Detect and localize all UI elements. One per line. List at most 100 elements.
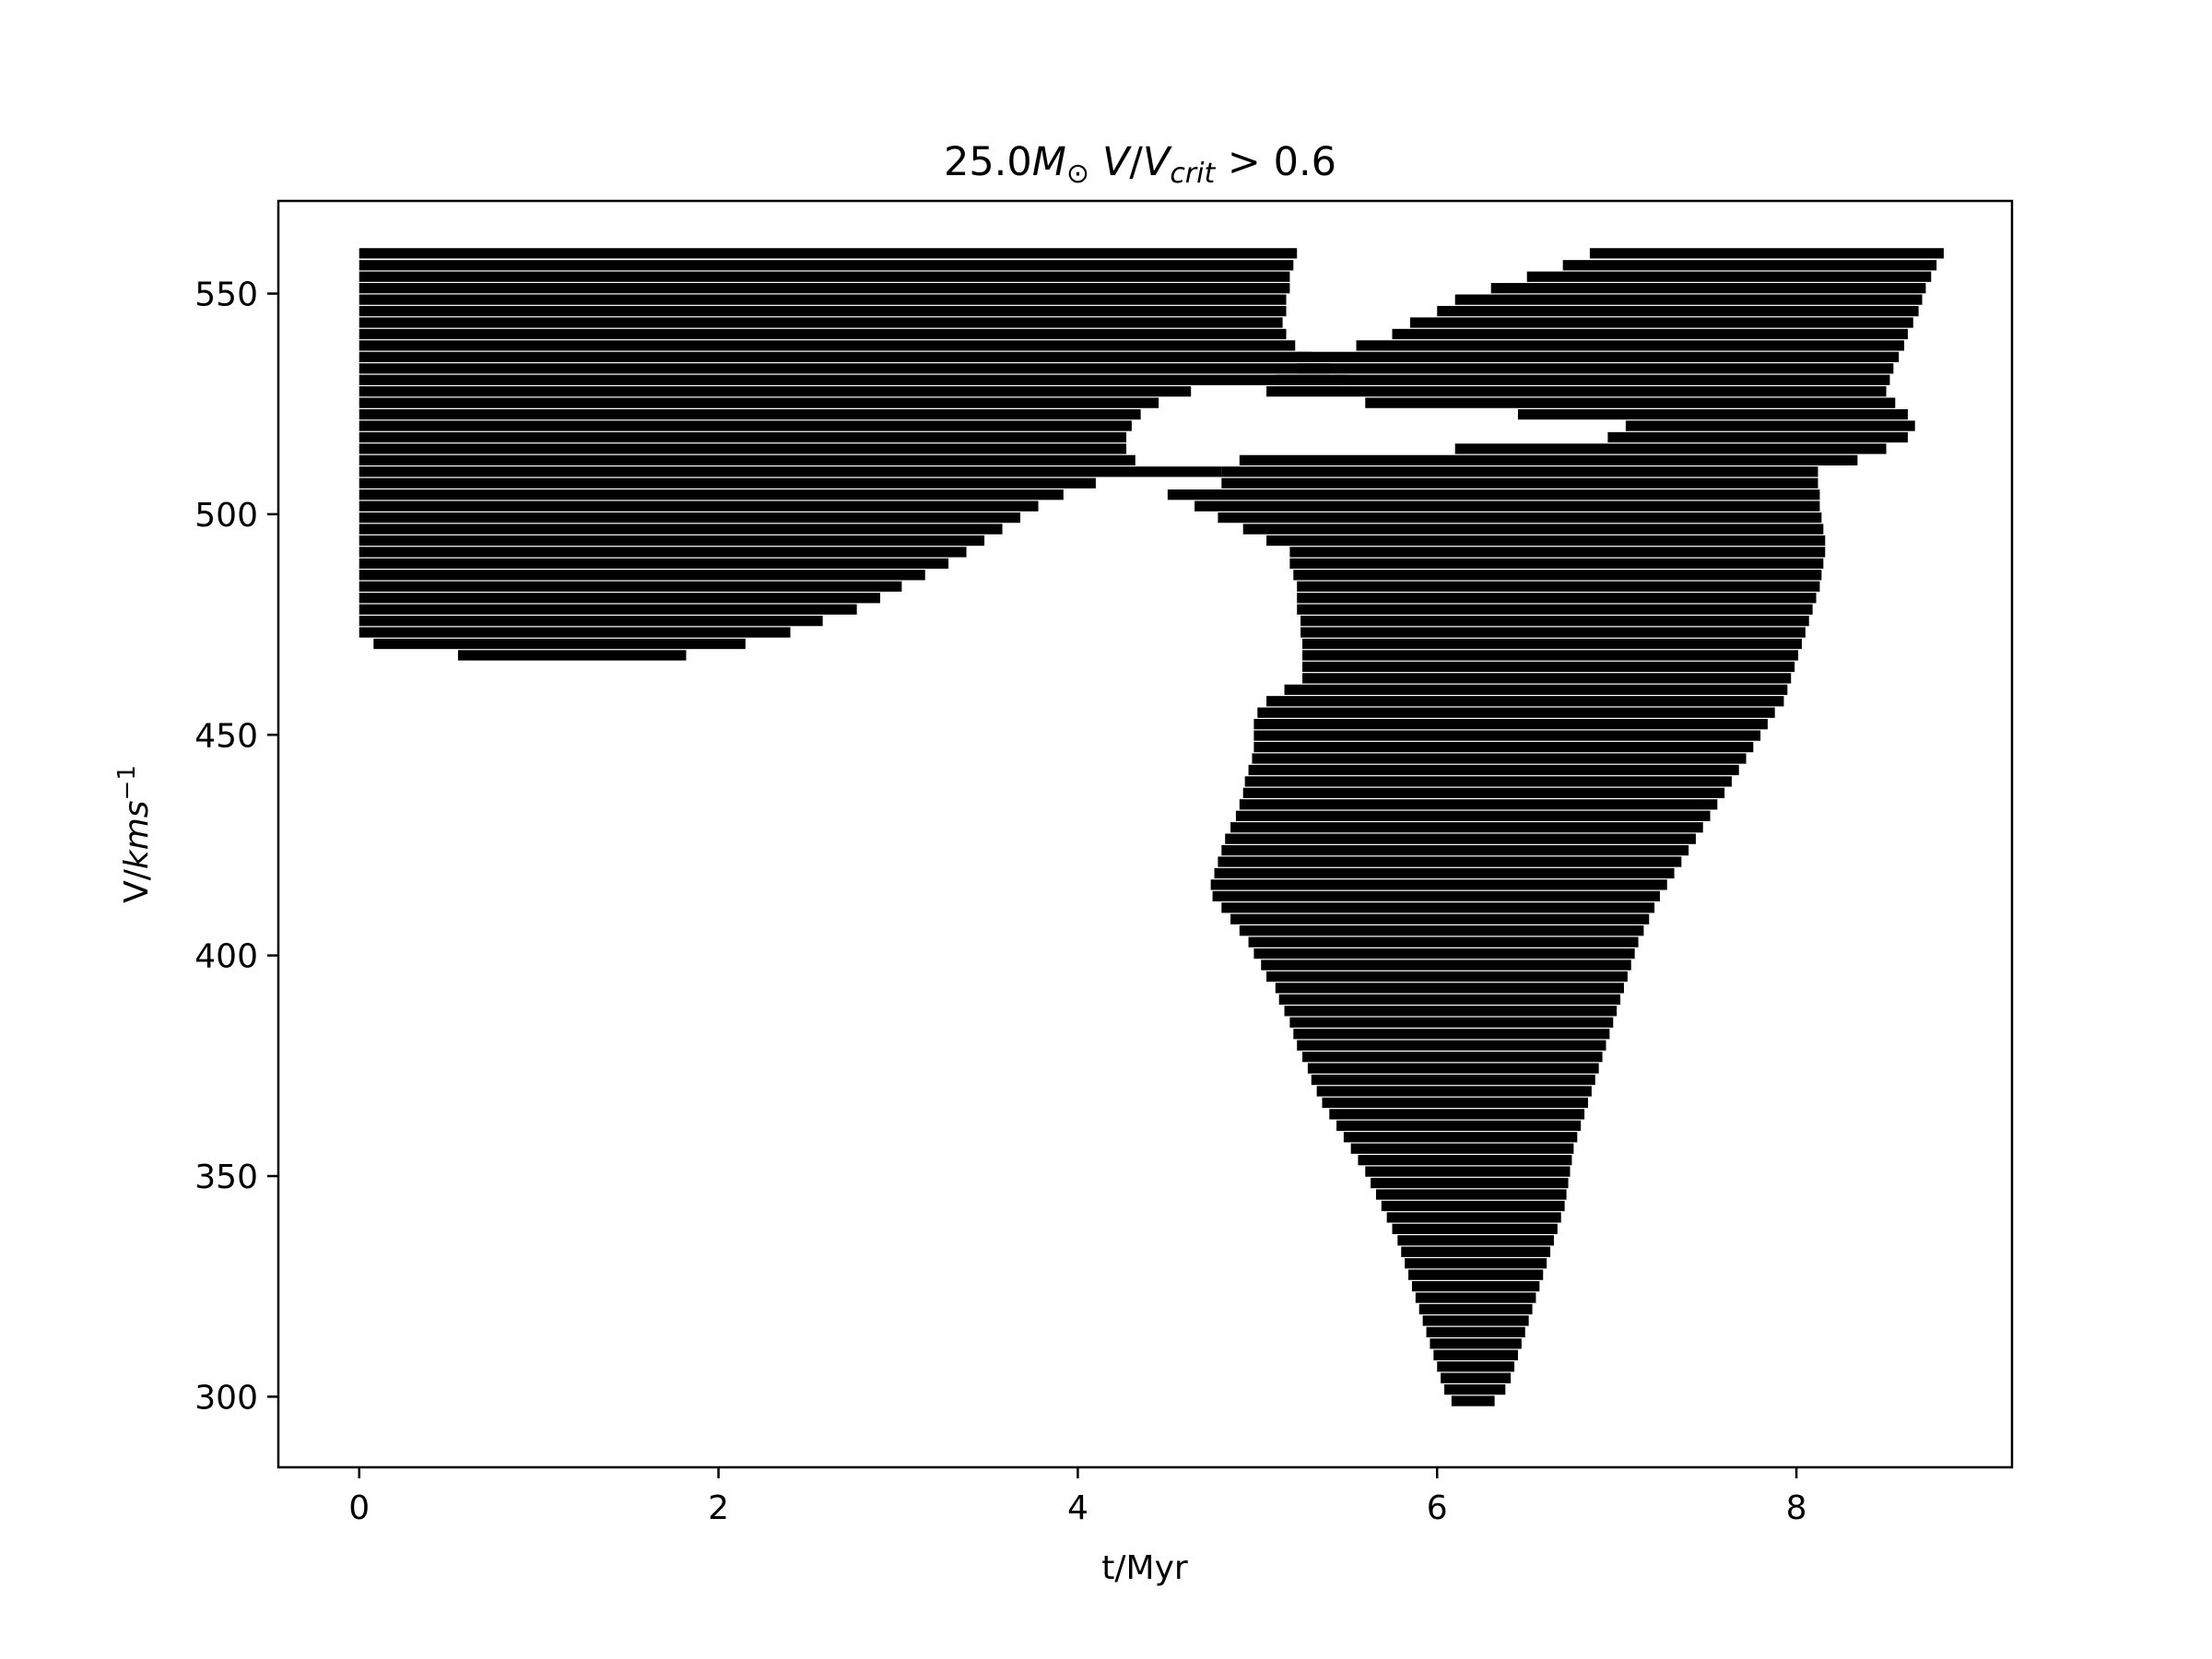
bar-0-14 (359, 408, 1141, 420)
bar-0-35 (457, 650, 687, 661)
bar-1-29 (1297, 581, 1820, 592)
bar-1-95 (1430, 1338, 1522, 1349)
bar-0-10 (359, 363, 1330, 374)
bar-0-4 (359, 294, 1287, 305)
bar-1-76 (1336, 1120, 1582, 1131)
bar-0-26 (359, 547, 967, 558)
y-tick-label: 400 (194, 938, 258, 976)
bar-1-30 (1297, 593, 1817, 604)
bar-1-84 (1386, 1212, 1561, 1223)
bar-1-10 (1297, 363, 1894, 374)
bar-1-12 (1266, 386, 1887, 397)
bar-1-70 (1302, 1052, 1603, 1063)
bar-0-8 (359, 340, 1296, 351)
bar-1-98 (1441, 1372, 1512, 1383)
bar-1-21 (1167, 489, 1820, 500)
bar-1-56 (1212, 890, 1660, 902)
bar-1-41 (1253, 719, 1768, 730)
bar-1-8 (1356, 340, 1905, 351)
y-axis-ticks: 300 350 400 450 500 550 (194, 276, 278, 1417)
bar-1-80 (1365, 1166, 1571, 1177)
bar-1-75 (1329, 1109, 1585, 1120)
bar-1-32 (1300, 616, 1809, 627)
bar-1-35 (1302, 650, 1799, 661)
bar-1-87 (1401, 1246, 1551, 1257)
bar-1-3 (1490, 283, 1926, 294)
bar-1-96 (1433, 1349, 1518, 1360)
bar-1-1 (1562, 260, 1937, 271)
bar-0-29 (359, 581, 902, 592)
bar-0-34 (373, 638, 746, 650)
bar-1-86 (1397, 1235, 1554, 1246)
plot-frame (276, 199, 2014, 1469)
bar-0-5 (359, 305, 1287, 317)
bar-1-48 (1239, 799, 1718, 810)
bar-1-37 (1302, 673, 1792, 684)
x-tick-label: 8 (1786, 1489, 1807, 1527)
bar-1-57 (1221, 902, 1655, 913)
bar-1-77 (1343, 1132, 1578, 1143)
bar-0-1 (359, 260, 1294, 271)
bar-1-39 (1266, 696, 1784, 707)
bar-0-30 (359, 593, 880, 604)
bar-1-85 (1392, 1223, 1558, 1234)
bar-1-78 (1350, 1143, 1574, 1154)
bar-0-11 (359, 374, 1347, 385)
bar-0-19 (359, 466, 1222, 477)
bar-1-55 (1210, 879, 1667, 890)
bar-1-25 (1266, 535, 1826, 547)
bar-1-38 (1284, 684, 1788, 695)
bar-1-63 (1266, 971, 1628, 982)
bar-1-92 (1418, 1303, 1533, 1315)
bar-1-27 (1289, 558, 1824, 570)
bar-1-33 (1300, 627, 1806, 638)
bar-1-65 (1278, 994, 1621, 1006)
bar-1-36 (1302, 661, 1795, 673)
bar-1-2 (1526, 271, 1932, 282)
y-axis-label: V/kms−1 (113, 765, 156, 903)
bar-0-23 (359, 512, 1021, 524)
bar-0-21 (359, 489, 1064, 500)
bar-0-22 (359, 500, 1039, 512)
bar-1-100 (1451, 1395, 1495, 1406)
bar-1-51 (1225, 833, 1696, 844)
bar-0-31 (359, 604, 857, 615)
bar-0-27 (359, 558, 949, 570)
bar-1-79 (1358, 1155, 1572, 1166)
bar-1-43 (1253, 741, 1754, 753)
y-tick-label: 300 (194, 1379, 258, 1417)
bar-1-62 (1261, 959, 1631, 971)
bar-1-6 (1410, 317, 1913, 328)
y-tick-label: 550 (194, 276, 258, 314)
bar-0-7 (359, 328, 1287, 340)
bar-0-15 (359, 420, 1132, 431)
bar-1-31 (1297, 604, 1813, 615)
bar-1-49 (1235, 810, 1711, 821)
bar-1-53 (1218, 856, 1682, 867)
bar-layer (359, 248, 1944, 1406)
bar-0-28 (359, 570, 925, 581)
bar-1-0 (1589, 248, 1944, 259)
bar-0-13 (359, 397, 1159, 408)
bar-1-4 (1454, 294, 1923, 305)
bar-1-68 (1293, 1029, 1610, 1040)
bar-1-22 (1194, 500, 1820, 512)
bar-1-99 (1444, 1384, 1506, 1395)
bar-1-58 (1230, 913, 1650, 924)
x-axis-ticks: 0 2 4 6 8 (348, 1467, 1807, 1527)
bar-1-66 (1284, 1006, 1618, 1017)
bar-1-72 (1311, 1074, 1595, 1086)
bar-0-16 (359, 431, 1127, 443)
bar-0-3 (359, 283, 1290, 294)
bar-1-93 (1422, 1315, 1529, 1326)
bar-0-33 (359, 627, 791, 638)
bar-1-61 (1253, 948, 1635, 959)
bar-0-6 (359, 317, 1283, 328)
bar-0-25 (359, 535, 985, 547)
x-tick-label: 6 (1427, 1489, 1448, 1527)
bar-1-47 (1242, 787, 1725, 798)
bar-0-32 (359, 616, 823, 627)
bar-1-83 (1381, 1200, 1565, 1212)
bar-1-74 (1322, 1097, 1588, 1109)
